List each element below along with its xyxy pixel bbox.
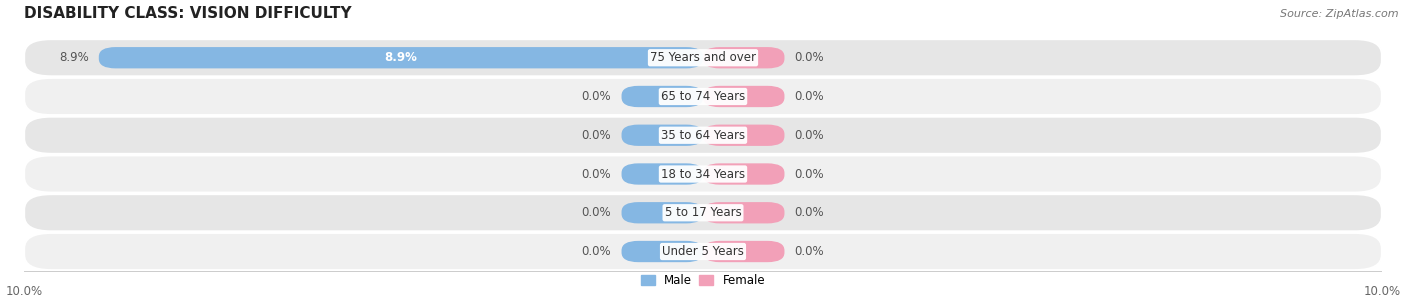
Text: 8.9%: 8.9% [384, 51, 418, 64]
FancyBboxPatch shape [703, 47, 785, 68]
Legend: Male, Female: Male, Female [641, 274, 765, 287]
FancyBboxPatch shape [703, 202, 785, 223]
Text: 35 to 64 Years: 35 to 64 Years [661, 129, 745, 142]
FancyBboxPatch shape [703, 125, 785, 146]
Text: 0.0%: 0.0% [794, 168, 824, 181]
Text: 65 to 74 Years: 65 to 74 Years [661, 90, 745, 103]
FancyBboxPatch shape [24, 233, 1382, 270]
FancyBboxPatch shape [621, 163, 703, 185]
Text: 0.0%: 0.0% [582, 90, 612, 103]
Text: 0.0%: 0.0% [794, 206, 824, 219]
FancyBboxPatch shape [24, 117, 1382, 154]
Text: DISABILITY CLASS: VISION DIFFICULTY: DISABILITY CLASS: VISION DIFFICULTY [24, 5, 351, 21]
FancyBboxPatch shape [621, 86, 703, 107]
Text: 0.0%: 0.0% [794, 245, 824, 258]
Text: 75 Years and over: 75 Years and over [650, 51, 756, 64]
FancyBboxPatch shape [621, 125, 703, 146]
FancyBboxPatch shape [24, 194, 1382, 231]
Text: Source: ZipAtlas.com: Source: ZipAtlas.com [1281, 9, 1399, 19]
Text: 18 to 34 Years: 18 to 34 Years [661, 168, 745, 181]
FancyBboxPatch shape [703, 241, 785, 262]
FancyBboxPatch shape [24, 78, 1382, 115]
FancyBboxPatch shape [621, 202, 703, 223]
Text: 0.0%: 0.0% [582, 168, 612, 181]
FancyBboxPatch shape [621, 241, 703, 262]
FancyBboxPatch shape [703, 163, 785, 185]
FancyBboxPatch shape [703, 86, 785, 107]
FancyBboxPatch shape [98, 47, 703, 68]
Text: 0.0%: 0.0% [582, 129, 612, 142]
Text: 0.0%: 0.0% [794, 129, 824, 142]
Text: 0.0%: 0.0% [794, 51, 824, 64]
Text: 0.0%: 0.0% [794, 90, 824, 103]
FancyBboxPatch shape [24, 39, 1382, 76]
Text: 0.0%: 0.0% [582, 245, 612, 258]
Text: 8.9%: 8.9% [59, 51, 89, 64]
Text: Under 5 Years: Under 5 Years [662, 245, 744, 258]
FancyBboxPatch shape [24, 155, 1382, 193]
Text: 5 to 17 Years: 5 to 17 Years [665, 206, 741, 219]
Text: 0.0%: 0.0% [582, 206, 612, 219]
